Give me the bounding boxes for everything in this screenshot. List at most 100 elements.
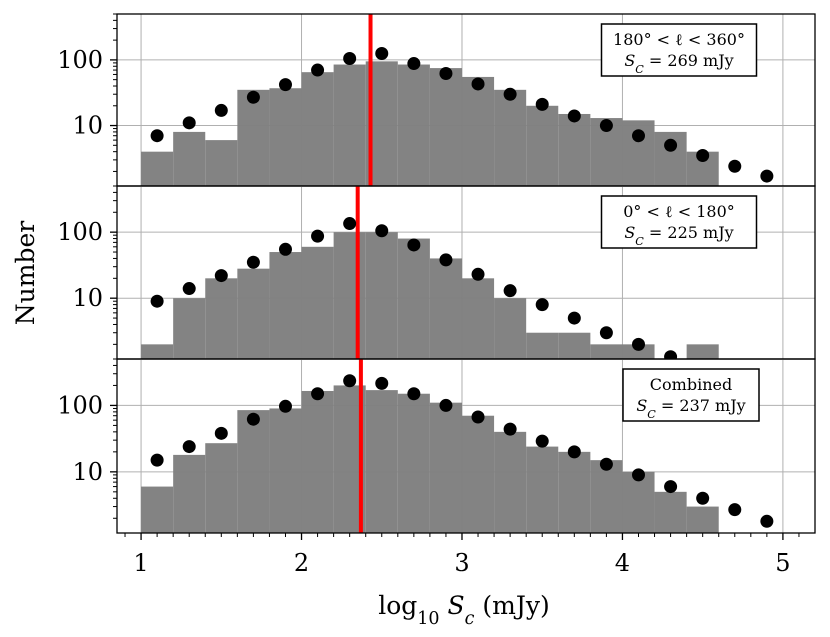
panel-plot-area bbox=[117, 359, 815, 533]
panel-3: 10 100 Combined SC = 237 mJy bbox=[57, 358, 816, 534]
histogram-bar bbox=[429, 258, 462, 359]
annotation-box bbox=[622, 368, 760, 422]
model-point bbox=[214, 103, 228, 117]
model-point bbox=[150, 453, 164, 467]
x-axis-title: log10 Sc (mJy) bbox=[378, 591, 550, 629]
model-point bbox=[471, 267, 485, 281]
model-point bbox=[246, 255, 260, 269]
model-point bbox=[439, 67, 453, 81]
annotation-median: SC = 225 mJy bbox=[624, 223, 733, 248]
model-point bbox=[214, 269, 228, 283]
histogram-bar bbox=[141, 486, 174, 533]
model-point bbox=[407, 238, 421, 252]
histogram-bar bbox=[269, 408, 302, 533]
histogram-bar bbox=[461, 278, 495, 359]
histogram-bar bbox=[237, 410, 270, 533]
histogram-bar bbox=[173, 131, 206, 186]
model-point bbox=[631, 337, 645, 351]
y-tick-label: 10 bbox=[72, 458, 103, 486]
histogram-bar bbox=[365, 232, 398, 359]
model-point bbox=[278, 78, 292, 92]
histogram-bar bbox=[526, 332, 559, 359]
model-point bbox=[599, 326, 613, 340]
annotation-median: SC = 237 mJy bbox=[636, 396, 745, 421]
x-tick-label: 4 bbox=[615, 549, 630, 577]
histogram-bar bbox=[333, 232, 366, 359]
y-tick-label: 10 bbox=[72, 112, 103, 140]
annotation-box bbox=[600, 195, 758, 249]
histogram-bar bbox=[269, 88, 302, 186]
histogram-bar bbox=[590, 460, 623, 533]
y-tick-label: 10 bbox=[72, 284, 103, 312]
x-tick-label: 2 bbox=[294, 549, 309, 577]
model-point bbox=[278, 242, 292, 256]
annotation-box bbox=[600, 23, 758, 77]
model-point bbox=[278, 399, 292, 413]
model-point bbox=[599, 457, 613, 471]
model-point bbox=[728, 159, 742, 173]
histogram-bar bbox=[558, 451, 591, 533]
model-point bbox=[182, 116, 196, 130]
histogram-bar bbox=[173, 298, 206, 359]
model-point bbox=[246, 90, 260, 104]
model-point bbox=[375, 47, 389, 61]
histogram-bar bbox=[686, 506, 719, 533]
histogram-bar bbox=[654, 491, 687, 533]
model-point bbox=[503, 422, 517, 436]
annotation-region: 180° < ℓ < 360° bbox=[613, 30, 745, 49]
panel-plot-area bbox=[117, 14, 815, 186]
histogram-bar bbox=[365, 390, 398, 533]
histogram-bar bbox=[301, 390, 334, 533]
model-point bbox=[407, 57, 421, 71]
histogram-bar bbox=[526, 446, 559, 533]
model-point bbox=[343, 51, 357, 65]
model-point bbox=[182, 440, 196, 454]
model-point bbox=[696, 491, 710, 505]
model-point bbox=[535, 97, 549, 111]
x-tick-label: 1 bbox=[133, 549, 148, 577]
model-point bbox=[696, 148, 710, 162]
panel-1: 10 100 180° < ℓ < 360° SC = 269 mJy bbox=[57, 13, 816, 187]
y-axis-title: Number bbox=[11, 221, 40, 325]
model-point bbox=[246, 412, 260, 426]
model-point bbox=[439, 398, 453, 412]
histogram-bar bbox=[301, 246, 334, 359]
model-point bbox=[664, 138, 678, 152]
model-point bbox=[535, 434, 549, 448]
panel-2: 10 100 0° < ℓ < 180° SC = 225 mJy bbox=[57, 185, 816, 360]
model-point bbox=[760, 169, 774, 183]
model-point bbox=[535, 298, 549, 312]
histogram-bar bbox=[397, 64, 430, 186]
annotation-median: SC = 269 mJy bbox=[624, 51, 733, 76]
histogram-bar bbox=[333, 64, 366, 186]
model-point bbox=[407, 387, 421, 401]
histogram-bar bbox=[494, 298, 527, 359]
model-point bbox=[150, 129, 164, 143]
model-point bbox=[631, 468, 645, 482]
model-point bbox=[471, 410, 485, 424]
histogram-bar bbox=[622, 471, 655, 533]
model-point bbox=[631, 129, 645, 143]
x-tick-label: 5 bbox=[775, 549, 790, 577]
model-point bbox=[439, 253, 453, 267]
model-point bbox=[343, 217, 357, 231]
model-point bbox=[760, 514, 774, 528]
y-tick-label: 100 bbox=[57, 218, 103, 246]
histogram-bar bbox=[558, 332, 591, 359]
model-point bbox=[471, 77, 485, 91]
model-point bbox=[311, 63, 325, 77]
histogram-bar bbox=[526, 105, 559, 186]
panel-plot-area bbox=[117, 186, 815, 359]
model-point bbox=[182, 282, 196, 296]
model-point bbox=[343, 374, 357, 388]
histogram-bar bbox=[237, 89, 270, 186]
histogram-bar bbox=[494, 431, 527, 533]
histogram-bar bbox=[205, 443, 238, 533]
histogram-bar bbox=[429, 402, 462, 533]
model-point bbox=[567, 445, 581, 459]
model-point bbox=[503, 87, 517, 101]
histogram-bar bbox=[397, 393, 430, 533]
histogram-bar bbox=[461, 415, 495, 533]
